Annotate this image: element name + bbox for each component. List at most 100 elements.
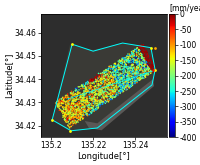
Point: [82, 96, 85, 99]
Point: [76, 103, 79, 106]
Point: [90, 82, 93, 84]
Point: [91, 80, 94, 82]
X-axis label: Longitude[°]: Longitude[°]: [77, 152, 130, 161]
Point: [89, 85, 92, 88]
Point: [71, 110, 74, 112]
Point: [75, 116, 78, 118]
Point: [87, 109, 91, 111]
Point: [116, 71, 119, 74]
Point: [142, 77, 145, 79]
Point: [76, 116, 80, 119]
Point: [135, 70, 138, 73]
Point: [75, 121, 78, 124]
Point: [60, 98, 63, 100]
Point: [85, 88, 88, 90]
Point: [59, 100, 63, 103]
Point: [78, 116, 81, 119]
Point: [127, 60, 130, 63]
Point: [118, 91, 122, 94]
Point: [92, 95, 95, 97]
Point: [57, 100, 61, 103]
Point: [93, 109, 96, 111]
Point: [91, 88, 94, 91]
Point: [104, 82, 107, 84]
Point: [143, 66, 146, 69]
Point: [77, 98, 80, 100]
Point: [102, 96, 105, 99]
Point: [63, 113, 66, 116]
Point: [57, 103, 60, 106]
Point: [57, 100, 60, 103]
Point: [135, 50, 138, 53]
Point: [94, 88, 97, 91]
Point: [73, 93, 76, 96]
Point: [110, 84, 114, 87]
Point: [129, 84, 132, 87]
Point: [106, 73, 109, 76]
Point: [134, 61, 138, 64]
Point: [126, 75, 129, 77]
Point: [77, 118, 80, 121]
Point: [98, 101, 101, 104]
Point: [146, 67, 149, 70]
Point: [65, 100, 68, 103]
Point: [80, 100, 84, 103]
Point: [95, 99, 98, 102]
Point: [63, 112, 66, 115]
Point: [70, 119, 73, 121]
Point: [124, 80, 127, 83]
Point: [131, 63, 135, 66]
Point: [77, 103, 81, 106]
Point: [74, 87, 77, 90]
Point: [140, 67, 143, 70]
Point: [90, 106, 93, 109]
Point: [94, 92, 97, 95]
Point: [147, 59, 150, 62]
Point: [140, 54, 143, 56]
Point: [58, 102, 61, 104]
Point: [67, 125, 71, 128]
Point: [143, 53, 146, 56]
Point: [65, 96, 68, 99]
Point: [71, 43, 74, 46]
Point: [110, 72, 113, 75]
Point: [68, 115, 72, 118]
Point: [75, 96, 78, 99]
Point: [60, 100, 63, 102]
Point: [145, 68, 148, 70]
Point: [138, 53, 141, 55]
Point: [109, 93, 112, 96]
Point: [100, 90, 103, 92]
Point: [83, 111, 86, 113]
Point: [111, 83, 114, 86]
Point: [129, 75, 132, 77]
Point: [104, 96, 108, 99]
Point: [87, 86, 90, 88]
Point: [80, 106, 83, 109]
Point: [80, 102, 84, 105]
Point: [134, 79, 137, 82]
Point: [81, 108, 85, 111]
Point: [102, 96, 105, 99]
Point: [96, 88, 100, 91]
Point: [110, 98, 113, 101]
Point: [92, 105, 95, 108]
Point: [102, 87, 105, 90]
Point: [117, 68, 120, 71]
Point: [87, 106, 91, 109]
Point: [81, 111, 84, 114]
Point: [135, 79, 139, 81]
Text: [mm/year]: [mm/year]: [169, 4, 200, 13]
Point: [139, 69, 142, 71]
Point: [75, 117, 79, 120]
Point: [139, 67, 142, 69]
Point: [137, 77, 141, 80]
Point: [108, 89, 111, 92]
Point: [98, 74, 101, 77]
Point: [90, 102, 94, 105]
Point: [75, 88, 78, 91]
Point: [99, 93, 102, 96]
Point: [82, 99, 85, 102]
Point: [148, 59, 151, 62]
Point: [93, 91, 96, 94]
